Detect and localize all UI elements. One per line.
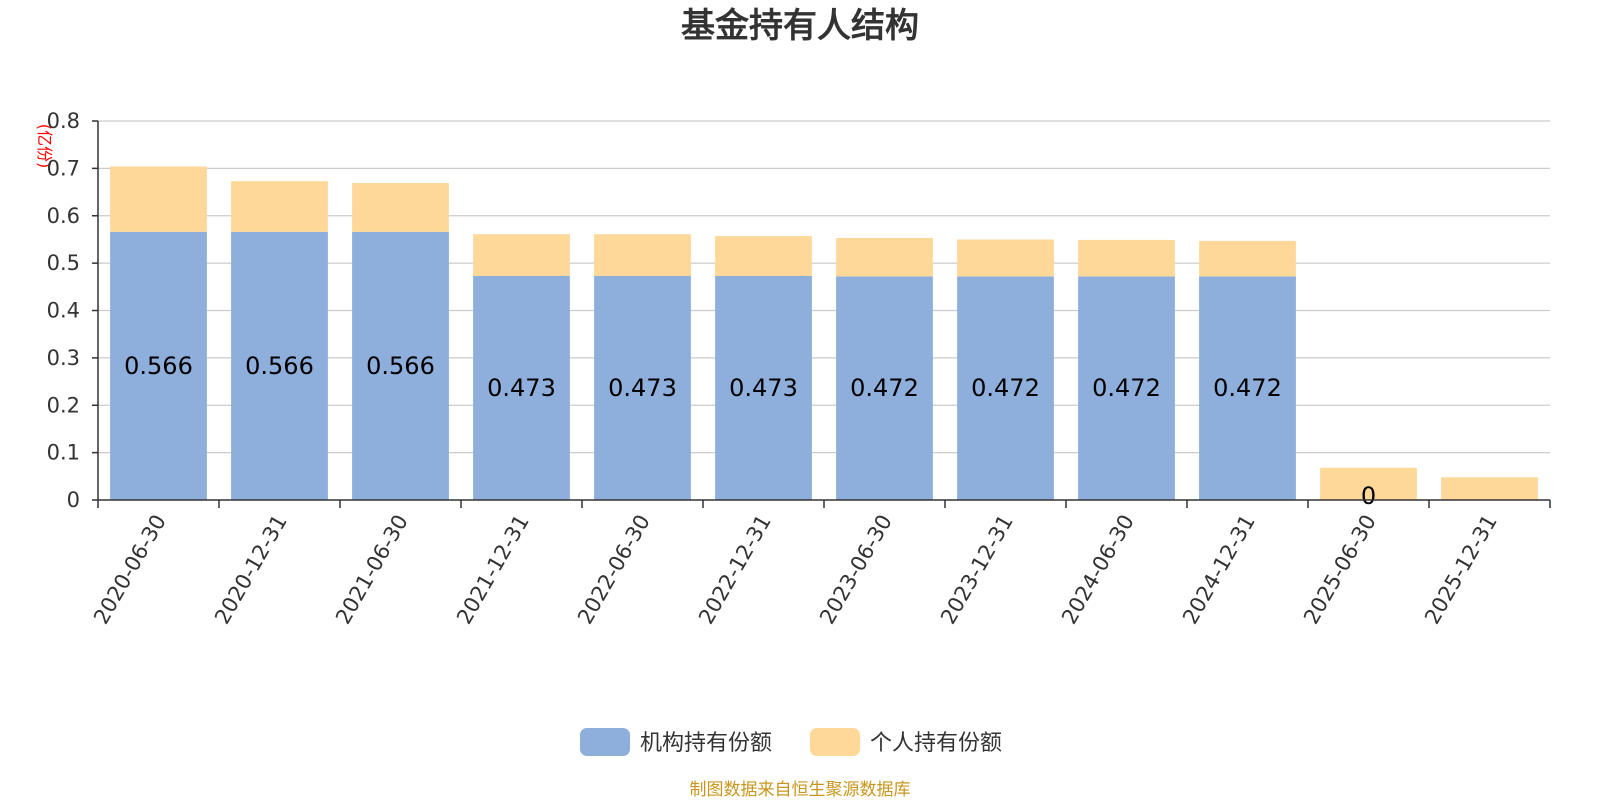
bar-institutional (957, 276, 1054, 500)
data-labels: 0.566 0.566 0.566 0.473 0.473 0.473 0.472 0.472… (124, 352, 1376, 510)
x-tick-label: 2021-12-31 (452, 511, 534, 629)
bar-individual (231, 181, 328, 232)
y-tick-label: 0 (67, 488, 80, 512)
bar-individual (473, 234, 570, 276)
y-axis-unit-label: (亿份) (35, 124, 54, 169)
y-tick-label: 0.8 (47, 109, 80, 133)
y-tick-label: 0.4 (47, 299, 80, 323)
y-tick-label: 0.6 (47, 204, 80, 228)
x-tick-label: 2025-12-31 (1420, 511, 1502, 629)
bar-value-label: 0.472 (850, 374, 919, 402)
bar-value-label: 0.566 (366, 352, 435, 380)
bar-individual (1441, 477, 1538, 500)
bar-individual (594, 234, 691, 276)
y-tick-label: 0.7 (47, 156, 80, 180)
x-tick-label: 2023-12-31 (936, 511, 1018, 629)
legend-label: 个人持有份额 (870, 731, 1002, 756)
bar-individual (110, 166, 207, 232)
x-tick-label: 2022-12-31 (694, 511, 776, 629)
bar-individual (957, 239, 1054, 277)
x-axis: 2020-06-30 2020-12-31 2021-06-30 2021-12-31… (89, 499, 1551, 629)
bar-individual (1199, 240, 1296, 277)
y-tick-label: 0.3 (47, 346, 80, 370)
y-tick-label: 0.5 (47, 251, 80, 275)
x-tick-label: 2020-12-31 (210, 511, 292, 629)
y-axis: 0 0.1 0.2 0.3 0.4 0.5 0.6 0.7 0.8 (47, 109, 99, 512)
legend: 机构持有份额 个人持有份额 (580, 728, 1002, 756)
y-tick-label: 0.2 (47, 393, 80, 417)
bar-individual (1320, 467, 1417, 500)
legend-label: 机构持有份额 (640, 731, 772, 756)
x-tick-label: 2020-06-30 (89, 511, 171, 629)
chart-title: 基金持有人结构 (681, 6, 919, 46)
bar-institutional (352, 231, 449, 501)
bar-individual (1078, 239, 1175, 277)
bar-individual (715, 236, 812, 276)
legend-swatch (810, 728, 860, 756)
bar-value-label: 0.472 (971, 374, 1040, 402)
legend-swatch (580, 728, 630, 756)
bar-value-label: 0 (1361, 482, 1376, 510)
x-tick-label: 2025-06-30 (1299, 511, 1381, 629)
bar-value-label: 0.472 (1213, 374, 1282, 402)
x-tick-label: 2021-06-30 (331, 511, 413, 629)
source-note: 制图数据来自恒生聚源数据库 (690, 780, 911, 800)
bar-value-label: 0.473 (487, 374, 556, 402)
bar-institutional (1199, 276, 1296, 500)
bar-institutional (715, 275, 812, 500)
bar-value-label: 0.566 (124, 352, 193, 380)
x-tick-label: 2022-06-30 (573, 511, 655, 629)
x-tick-label: 2024-12-31 (1178, 511, 1260, 629)
bar-individual (352, 183, 449, 232)
bar-value-label: 0.473 (608, 374, 677, 402)
x-tick-label: 2024-06-30 (1057, 511, 1139, 629)
bars (110, 166, 1538, 501)
x-tick-label: 2023-06-30 (815, 511, 897, 629)
bar-institutional (836, 276, 933, 500)
bar-value-label: 0.472 (1092, 374, 1161, 402)
bar-institutional (594, 275, 691, 500)
bar-institutional (1078, 276, 1175, 500)
y-tick-label: 0.1 (47, 441, 80, 465)
bar-institutional (231, 231, 328, 501)
bar-individual (836, 238, 933, 277)
bar-value-label: 0.566 (245, 352, 314, 380)
bar-institutional (110, 231, 207, 501)
bar-value-label: 0.473 (729, 374, 798, 402)
grid-lines (98, 120, 1550, 454)
bar-institutional (473, 275, 570, 500)
